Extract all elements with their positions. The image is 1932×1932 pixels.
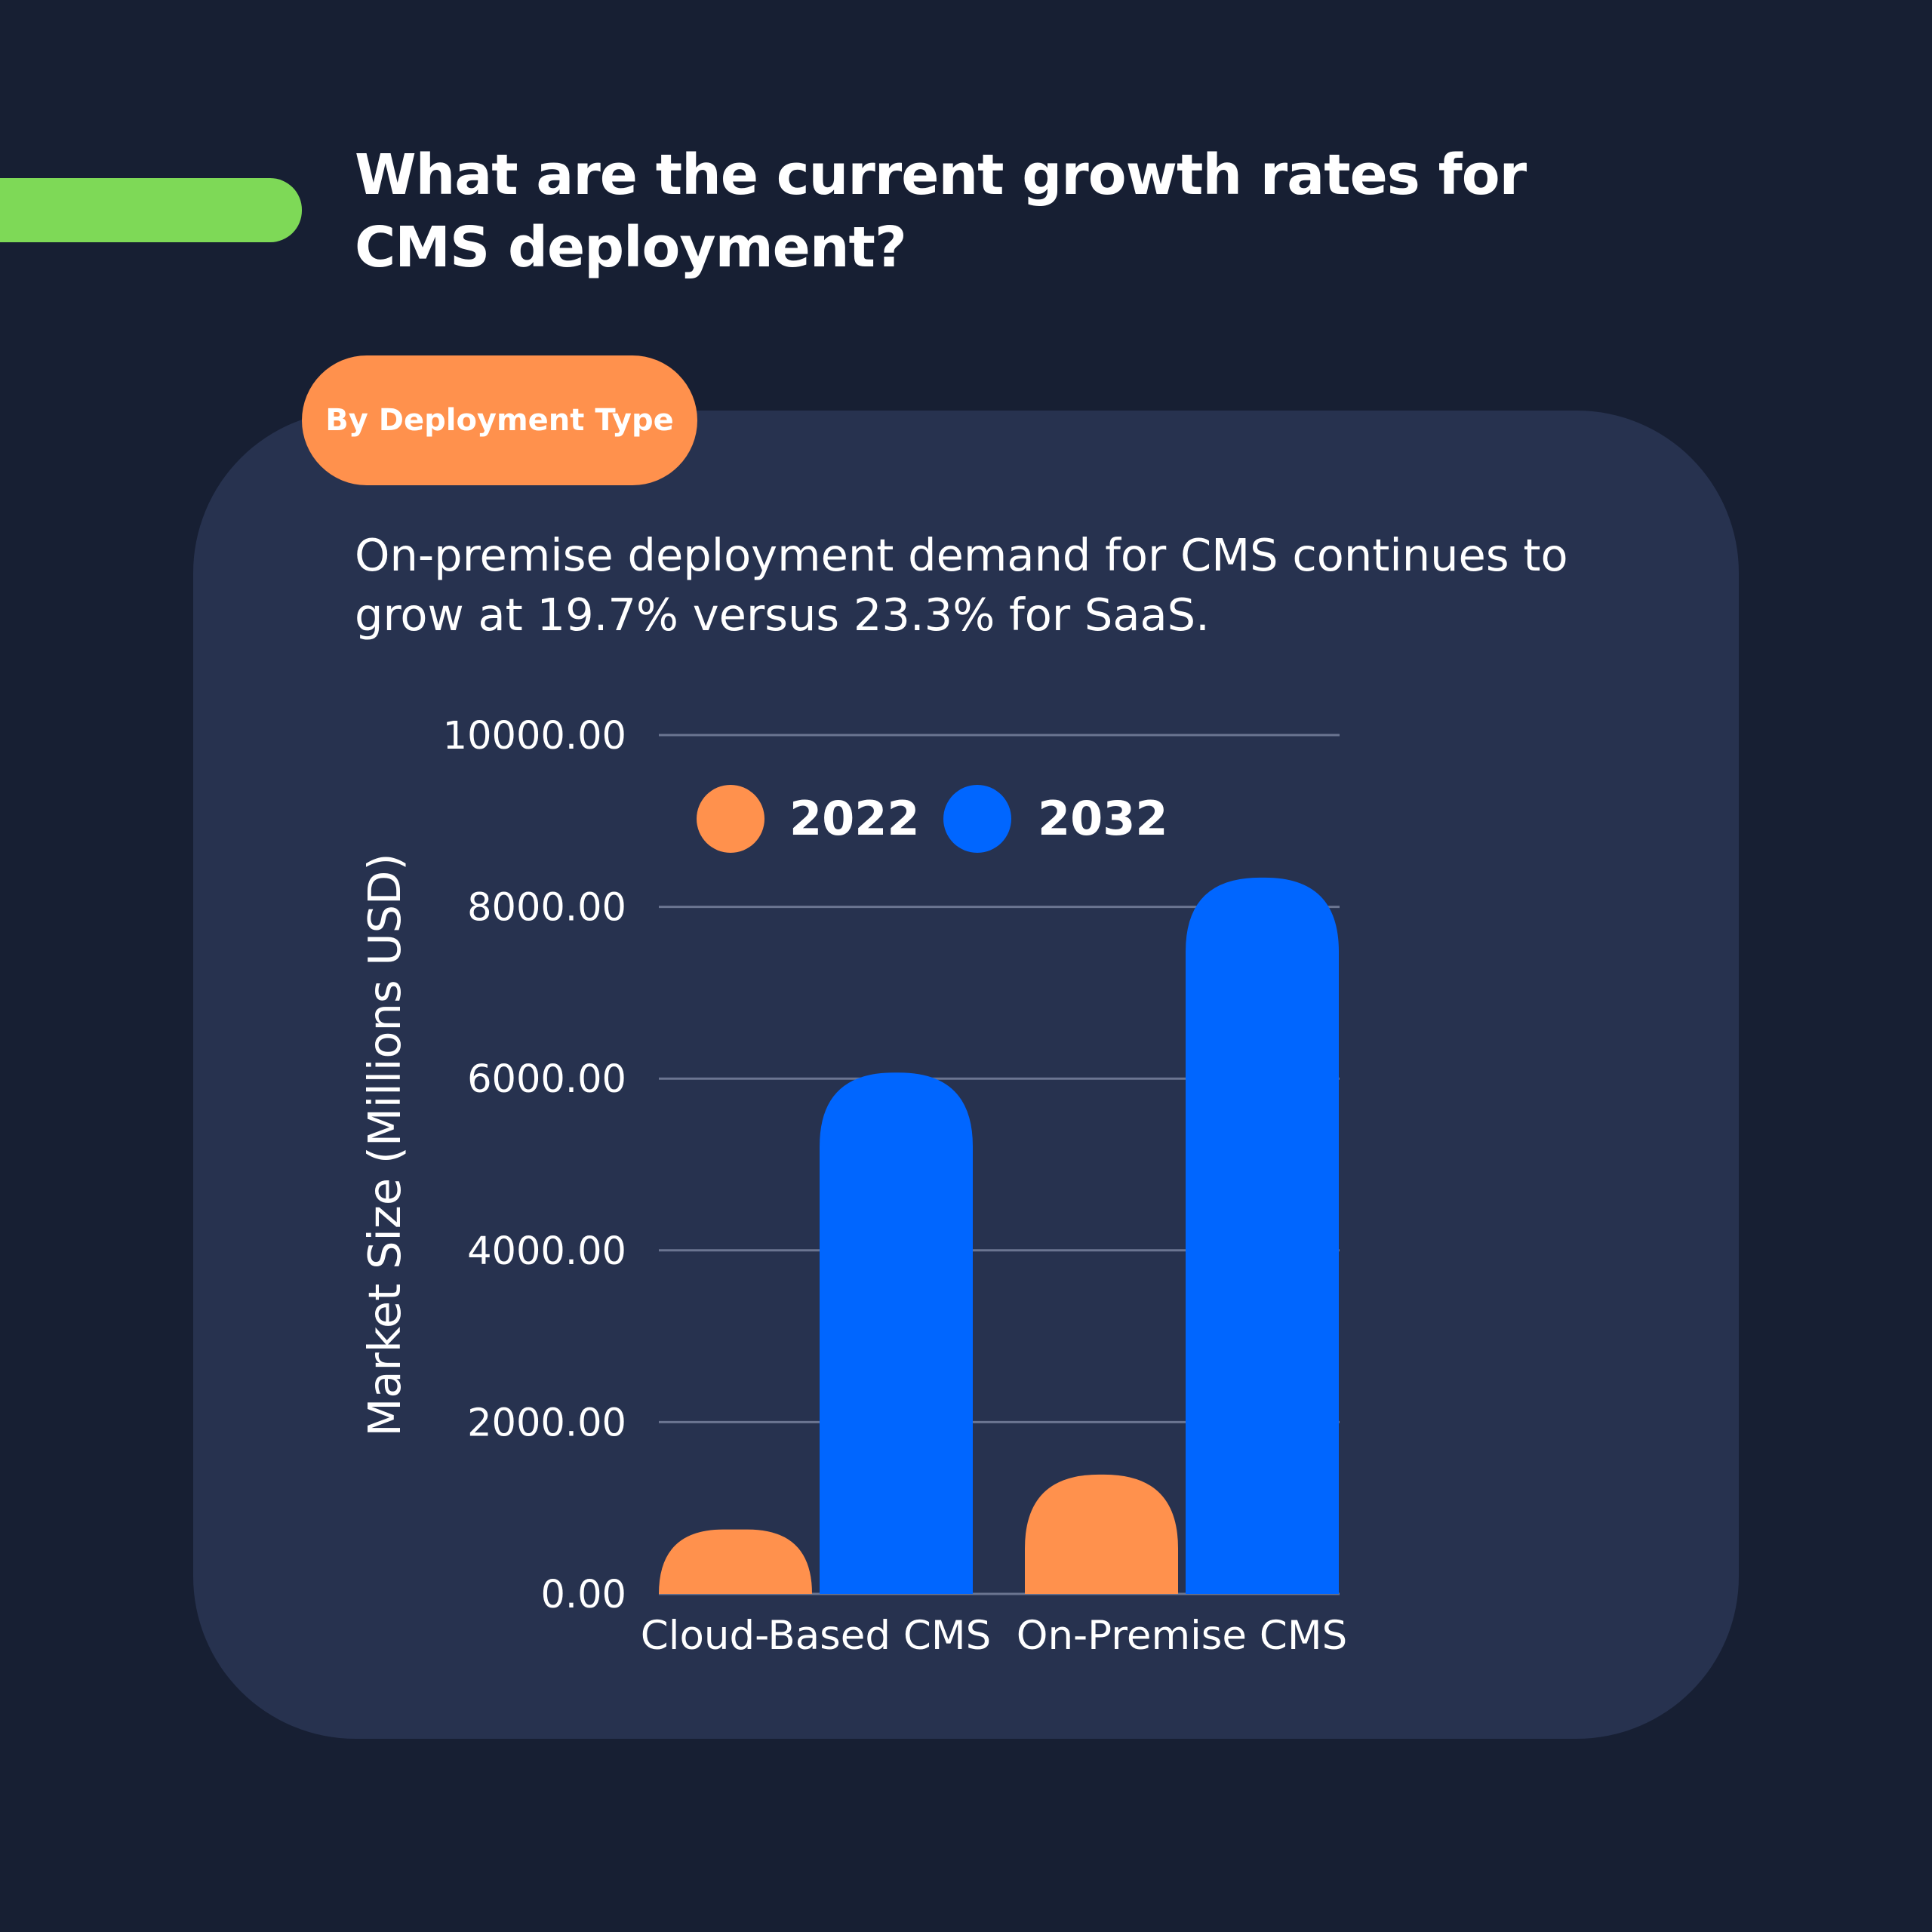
bar-2032-0 <box>820 1072 973 1594</box>
y-axis-label: Market Size (Millions USD) <box>358 854 411 1437</box>
legend-label-2032: 2032 <box>1038 791 1168 846</box>
y-tick-label: 2000.00 <box>467 1401 626 1445</box>
summary-text: On-premise deployment demand for CMS con… <box>355 529 1568 641</box>
y-tick-label: 6000.00 <box>467 1057 626 1102</box>
legend-swatch-2022 <box>697 785 764 853</box>
bar-2022-0 <box>659 1529 812 1594</box>
deployment-type-pill: By Deployment Type <box>302 355 697 485</box>
y-tick-label: 10000.00 <box>443 714 626 758</box>
x-tick-label: Cloud-Based CMS <box>641 1613 992 1659</box>
y-tick-label: 8000.00 <box>467 886 626 931</box>
x-tick-label: On-Premise CMS <box>1017 1613 1348 1659</box>
bar-2022-1 <box>1025 1474 1178 1594</box>
y-tick-label: 4000.00 <box>467 1229 626 1274</box>
legend-label-2022: 2022 <box>789 791 920 846</box>
legend-swatch-2032 <box>943 785 1011 853</box>
accent-bar <box>0 178 302 242</box>
page-title: What are the current growth rates for CM… <box>355 143 1527 280</box>
bar-2032-1 <box>1186 877 1339 1594</box>
y-tick-label: 0.00 <box>540 1573 626 1617</box>
